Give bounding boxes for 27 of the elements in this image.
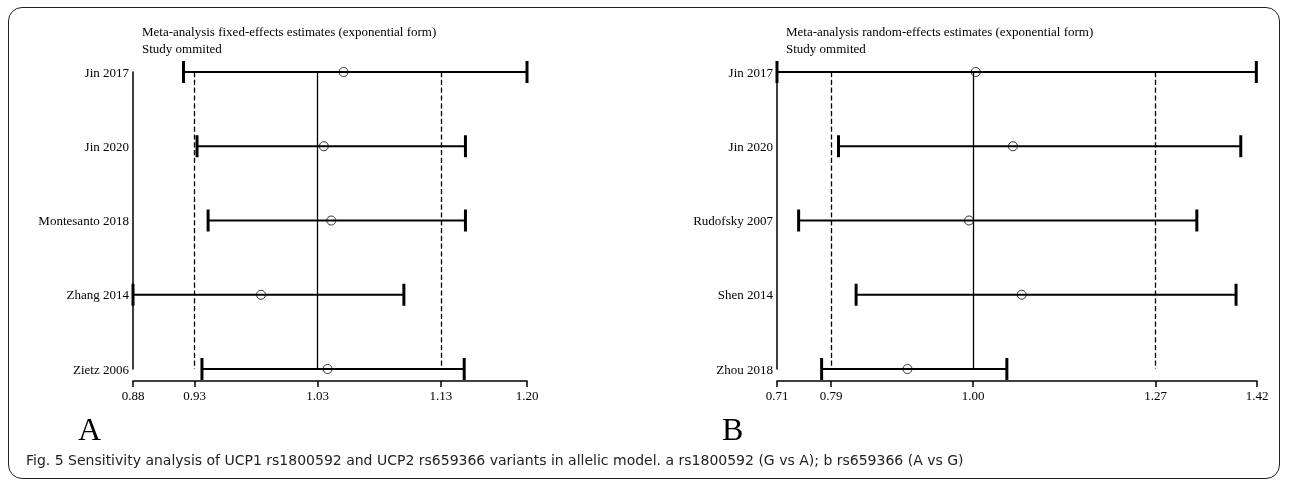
y-tick-label: Jin 2020 (84, 138, 129, 154)
text: B (722, 411, 744, 447)
chart-title: Meta-analysis fixed-effects estimates (exponential form) (142, 24, 437, 39)
text: A (78, 411, 102, 447)
x-tick-label: 1.03 (306, 388, 330, 403)
chart-title: Meta-analysis random-effects estimates (exponential form) (786, 24, 1094, 39)
y-tick-label: Jin 2017 (84, 64, 130, 80)
y-tick-label: Shen 2014 (717, 287, 774, 303)
x-tick-label: 1.27 (1144, 388, 1168, 403)
chart-subtitle: Study ommited (142, 41, 223, 56)
y-tick-label: Jin 2017 (728, 64, 774, 80)
x-tick-label: 0.71 (765, 388, 789, 403)
x-tick-label: 1.20 (515, 388, 539, 403)
y-tick-label: Montesanto 2018 (38, 213, 129, 228)
x-tick-label: 0.93 (183, 388, 206, 403)
x-tick-label: 1.13 (429, 388, 453, 403)
y-tick-label: Zhang 2014 (66, 287, 130, 303)
x-tick-label: 0.79 (819, 388, 843, 403)
x-tick-label: 1.00 (961, 388, 985, 403)
chart-subtitle: Study ommited (786, 41, 867, 56)
y-tick-label: Jin 2020 (728, 138, 773, 154)
y-tick-label: Zietz 2006 (73, 361, 130, 377)
x-tick-label: 1.42 (1245, 388, 1269, 403)
y-tick-label: Rudofsky 2007 (693, 213, 774, 228)
x-tick-label: 0.88 (121, 388, 145, 403)
y-tick-label: Zhou 2018 (716, 361, 773, 377)
caption: Fig. 5 Sensitivity analysis of UCP1 rs1800592 and UCP2 rs659366 variants in allelic model. a rs1800592 (G vs A); b rs659366 (A vs G) (26, 452, 964, 468)
